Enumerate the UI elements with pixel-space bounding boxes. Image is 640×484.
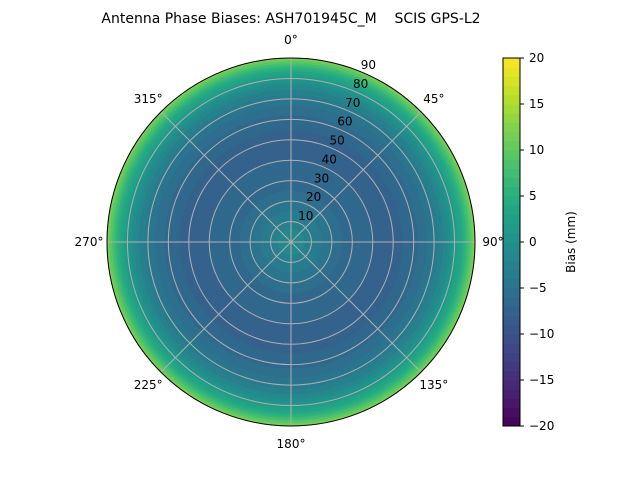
theta-tick-label: 90° (482, 235, 503, 249)
theta-tick-label: 45° (423, 92, 444, 106)
colorbar-segment (503, 122, 520, 133)
colorbar-segment (503, 223, 520, 234)
colorbar-segment (503, 94, 520, 105)
colorbar-tick-label: 15 (529, 97, 544, 111)
colorbar-segment (503, 370, 520, 381)
colorbar-segment (503, 361, 520, 372)
colorbar-segment (503, 288, 520, 298)
theta-tick-label: 315° (134, 92, 163, 106)
colorbar-segment (503, 324, 520, 335)
theta-gridline (290, 111, 422, 243)
colorbar-segment (503, 380, 520, 390)
colorbar-segment (503, 306, 520, 317)
colorbar-segment (503, 251, 520, 261)
theta-tick-label: 180° (277, 437, 306, 451)
colorbar-tick-label: −15 (529, 373, 554, 387)
colorbar-segment (503, 186, 520, 197)
colorbar-segment (503, 76, 520, 87)
colorbar-segment (503, 334, 520, 344)
polar-grid (106, 57, 476, 427)
colorbar-segment (503, 398, 520, 409)
r-tick-label: 10 (298, 209, 313, 223)
colorbar-tick-label: −10 (529, 327, 554, 341)
r-tick-label: 60 (337, 115, 352, 129)
r-tick-label: 90 (361, 58, 376, 72)
colorbar-segment (503, 104, 520, 114)
colorbar-segment (503, 389, 520, 399)
colorbar-segment (503, 131, 520, 142)
colorbar-segment (503, 67, 520, 77)
colorbar-segment (503, 168, 520, 179)
plot-frame (106, 57, 476, 427)
axis-labels: 0° 45° 90° 135° 180° 225° 270° 315° 10 20 30 40 50 60… (75, 33, 504, 451)
colorbar-tick-label: 20 (529, 51, 544, 65)
colorbar-segment (503, 159, 520, 169)
colorbar-segment (503, 343, 520, 353)
r-tick-label: 80 (353, 77, 368, 91)
colorbar-segment (503, 407, 520, 418)
chart-title: Antenna Phase Biases: ASH701945C_M SCIS … (101, 11, 480, 27)
colorbar-segment (503, 150, 520, 160)
colorbar-segment (503, 242, 520, 252)
colorbar-segment (503, 260, 520, 271)
colorbar-segment (503, 297, 520, 307)
colorbar-tick-label: 10 (529, 143, 544, 157)
colorbar-tick-label: −5 (529, 281, 547, 295)
colorbar-tick-label: −20 (529, 419, 554, 433)
theta-tick-label: 225° (134, 378, 163, 392)
colorbar-segment (503, 278, 520, 289)
colorbar-segment (503, 113, 520, 123)
theta-gridline (160, 241, 292, 373)
colorbar-tick-label: 0 (529, 235, 537, 249)
theta-tick-label: 135° (419, 378, 448, 392)
colorbar-segment (503, 177, 520, 188)
colorbar-segment (503, 196, 520, 206)
colorbar-segment (503, 232, 520, 243)
colorbar-segment (503, 205, 520, 215)
colorbar-segment (503, 315, 520, 326)
r-tick-label: 20 (306, 190, 321, 204)
colorbar: 20 15 10 5 0 −5 −10 −15 −20 (502, 51, 554, 433)
r-tick-label: 70 (345, 96, 360, 110)
colorbar-segment (503, 58, 520, 68)
colorbar-segment (503, 416, 520, 427)
theta-gridline (290, 241, 422, 373)
colorbar-segment (503, 214, 520, 225)
theta-tick-label: 0° (284, 33, 298, 47)
colorbar-segment (503, 140, 520, 151)
colorbar-segment (503, 269, 520, 280)
theta-tick-label: 270° (75, 235, 104, 249)
r-tick-label: 40 (322, 152, 337, 166)
colorbar-segment (503, 85, 520, 96)
r-tick-label: 50 (329, 134, 344, 148)
colorbar-label: Bias (mm) (564, 211, 578, 273)
r-tick-label: 30 (314, 171, 329, 185)
colorbar-tick-label: 5 (529, 189, 537, 203)
theta-gridline (160, 111, 292, 243)
colorbar-segment (503, 352, 520, 363)
